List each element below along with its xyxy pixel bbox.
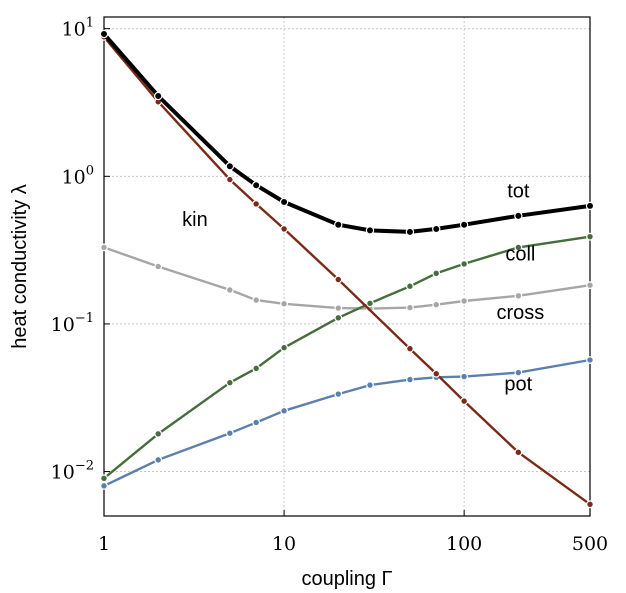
y-tick-label: 10−1 [51, 311, 94, 336]
data-point-cross [100, 243, 108, 252]
ticks: 1 10 100 500 101 100 10−1 10−2 [51, 16, 608, 555]
data-point-pot [100, 481, 108, 490]
data-point-pot [366, 381, 374, 390]
data-point-pot [252, 418, 261, 427]
y-tick-label: 100 [62, 163, 94, 188]
data-point-coll [252, 364, 261, 373]
x-tick-label: 1 [98, 533, 110, 555]
data-point-coll [406, 282, 414, 291]
x-axis-label: coupling Γ [301, 568, 392, 590]
series-line-pot [103, 358, 591, 487]
x-tick-label: 500 [572, 533, 608, 555]
data-point-cross [460, 297, 469, 305]
y-tick-label: 10−2 [51, 459, 94, 484]
series-label-coll: coll [505, 243, 535, 265]
data-point-coll [334, 313, 343, 322]
data-point-coll [586, 232, 594, 241]
data-point-cross [432, 300, 441, 309]
data-point-kin [225, 175, 234, 184]
data-point-coll [366, 299, 374, 308]
data-point-kin [280, 225, 288, 233]
data-point-tot [459, 220, 469, 229]
data-point-coll [514, 243, 523, 252]
series-line-cross [103, 246, 591, 310]
series-line-tot [102, 32, 591, 234]
data-point-coll [280, 343, 288, 352]
data-point-coll [460, 260, 469, 268]
series-label-cross: cross [496, 302, 544, 324]
data-point-kin [406, 344, 414, 353]
data-point-coll [154, 429, 163, 438]
data-point-cross [225, 286, 234, 294]
data-point-tot [514, 211, 523, 221]
plot-frame [103, 16, 591, 517]
series-line-kin [103, 36, 591, 506]
data-point-tot [154, 91, 163, 101]
series-label-pot: pot [504, 373, 532, 395]
data-point-pot [154, 455, 163, 464]
data-point-tot [251, 181, 261, 190]
data-point-tot [334, 220, 343, 229]
data-point-tot [405, 227, 415, 237]
data-point-tot [279, 197, 289, 207]
data-point-coll [100, 474, 108, 483]
data-point-cross [406, 303, 414, 312]
data-point-pot [586, 356, 594, 364]
data-point-kin [586, 500, 594, 509]
y-tick-label: 101 [62, 16, 94, 41]
data-point-kin [460, 397, 469, 406]
data-point-tot [365, 226, 375, 235]
series-labels: tot kin coll cross pot [182, 180, 544, 395]
data-point-pot [280, 406, 288, 415]
x-tick-label: 100 [446, 533, 482, 555]
data-point-cross [334, 304, 343, 313]
data-point-tot [225, 162, 235, 171]
series-line-coll [103, 235, 591, 480]
data-point-tot [432, 224, 441, 234]
data-point-pot [406, 375, 414, 384]
series-tot [99, 29, 595, 237]
data-point-coll [225, 378, 234, 387]
series-label-kin: kin [182, 209, 208, 231]
series-cross [100, 243, 594, 313]
y-axis-label: heat conductivity λ [9, 184, 31, 349]
x-tick-label: 10 [272, 533, 296, 555]
data-point-kin [334, 275, 343, 284]
data-point-kin [252, 200, 261, 208]
data-point-cross [280, 299, 288, 308]
series-layer [99, 29, 595, 509]
data-point-kin [514, 448, 523, 457]
data-point-cross [252, 296, 261, 305]
data-point-pot [225, 429, 234, 438]
series-coll [100, 232, 594, 483]
data-point-cross [514, 291, 523, 300]
data-point-coll [432, 269, 441, 278]
data-point-tot [99, 29, 109, 39]
data-point-kin [432, 369, 441, 378]
series-label-tot: tot [507, 180, 530, 202]
series-kin [100, 32, 594, 509]
data-point-pot [460, 372, 469, 381]
data-point-pot [334, 390, 343, 398]
data-point-pot [514, 368, 523, 377]
data-point-tot [585, 201, 595, 211]
grid [103, 17, 591, 516]
data-point-cross [154, 262, 163, 271]
data-point-cross [586, 281, 594, 290]
